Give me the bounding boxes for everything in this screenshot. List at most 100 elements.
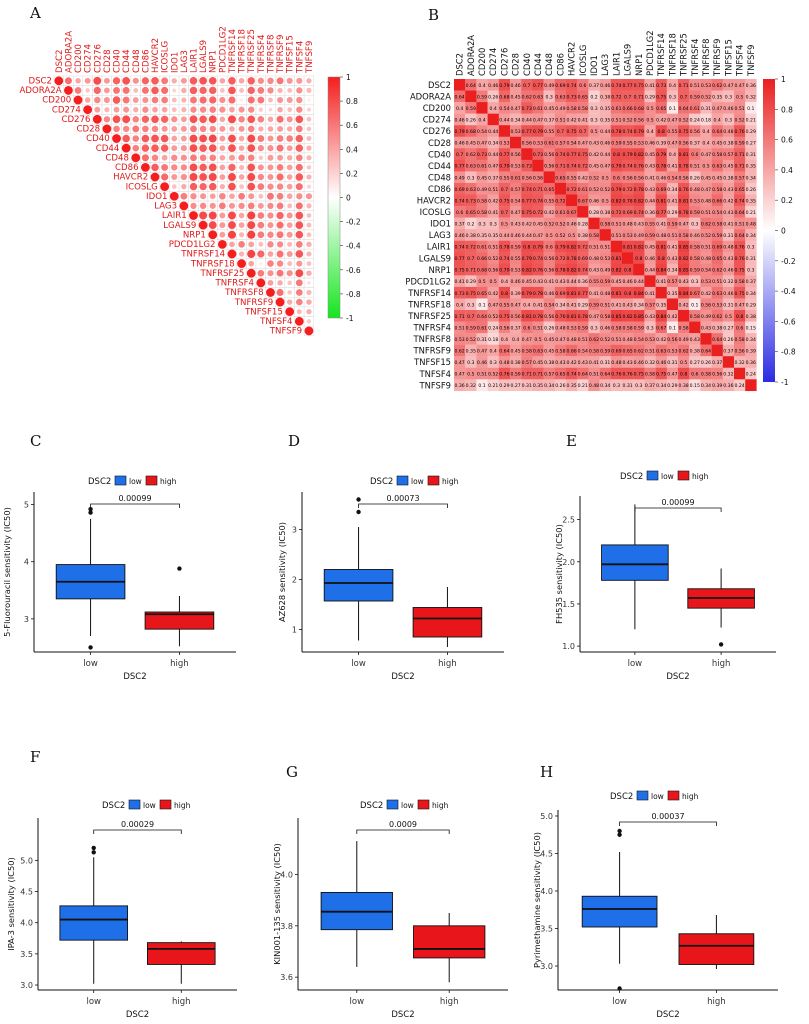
cell-value: 0.24 bbox=[690, 118, 700, 124]
corr-circle bbox=[219, 145, 226, 152]
heat-cell bbox=[722, 286, 735, 299]
row-label: LAIR1 bbox=[162, 211, 187, 221]
cell-value: 0.44 bbox=[499, 118, 509, 124]
corr-circle bbox=[306, 184, 311, 189]
heat-cell bbox=[498, 217, 511, 230]
corr-circle bbox=[190, 106, 197, 113]
cell-value: 0.36 bbox=[723, 383, 733, 389]
heat-cell bbox=[655, 333, 667, 345]
cell-value: 0.56 bbox=[667, 337, 677, 343]
cell-value: 0.55 bbox=[566, 175, 576, 181]
corr-circle bbox=[112, 77, 121, 85]
corr-circle bbox=[286, 116, 293, 123]
cell-value: 0.5 bbox=[646, 106, 653, 112]
cell-value: 0.49 bbox=[555, 106, 565, 112]
heat-cell bbox=[476, 136, 488, 149]
corr-circle bbox=[248, 106, 255, 113]
heat-cell bbox=[566, 321, 578, 334]
corr-circle bbox=[277, 87, 283, 94]
corr-circle bbox=[238, 154, 245, 162]
col-label: ICOSLG bbox=[578, 45, 588, 76]
corr-circle bbox=[228, 86, 236, 95]
corr-circle bbox=[122, 86, 130, 94]
heat-cell bbox=[599, 125, 611, 137]
cell-value: 0.62 bbox=[712, 268, 722, 274]
heat-cell bbox=[622, 344, 634, 357]
heat-cell bbox=[454, 321, 466, 334]
cell-value: 0.46 bbox=[600, 141, 610, 147]
corr-circle bbox=[208, 221, 217, 230]
corr-circle bbox=[238, 202, 245, 210]
heat-cell bbox=[734, 159, 746, 172]
heat-cell bbox=[566, 182, 578, 195]
y-tick-label: 3.0 bbox=[20, 981, 33, 990]
cell-value: 0.72 bbox=[466, 245, 476, 251]
col-label: TNFSF4 bbox=[295, 41, 305, 74]
cell-value: 0.51 bbox=[600, 302, 610, 308]
cell-value: 0.56 bbox=[678, 175, 688, 181]
corr-circle bbox=[219, 174, 226, 180]
cell-value: 0.41 bbox=[611, 302, 621, 308]
heat-cell bbox=[711, 171, 723, 184]
cell-value: 0.75 bbox=[656, 94, 666, 100]
corr-circle bbox=[306, 174, 312, 180]
heat-cell bbox=[610, 217, 623, 230]
corr-circle bbox=[171, 184, 177, 189]
corr-circle bbox=[306, 165, 312, 170]
heat-cell bbox=[510, 333, 522, 345]
row-label: TNFSF15 bbox=[413, 357, 451, 367]
cell-value: 0.44 bbox=[600, 152, 610, 158]
cell-value: 0.71 bbox=[522, 372, 532, 378]
corr-circle bbox=[190, 125, 197, 133]
corr-circle bbox=[209, 154, 217, 162]
row-label: CD40 bbox=[86, 134, 110, 144]
corr-circle bbox=[219, 164, 226, 171]
heat-cell bbox=[566, 252, 578, 264]
cell-value: 0.34 bbox=[510, 118, 520, 124]
cell-value: 0.47 bbox=[667, 141, 677, 147]
cell-value: 0.77 bbox=[566, 152, 576, 158]
cell-value: 0.48 bbox=[622, 337, 632, 343]
corr-circle bbox=[103, 116, 111, 123]
heat-cell bbox=[498, 79, 511, 91]
corr-circle bbox=[296, 260, 303, 267]
corr-circle bbox=[180, 77, 187, 84]
heat-cell bbox=[465, 217, 477, 230]
cell-value: 0.74 bbox=[533, 198, 543, 204]
corr-circle bbox=[208, 76, 217, 85]
row-label: HAVCR2 bbox=[417, 196, 451, 206]
corr-circle bbox=[161, 125, 168, 132]
heat-cell bbox=[476, 171, 488, 184]
cell-value: 0.37 bbox=[454, 221, 464, 227]
heat-cell bbox=[588, 171, 600, 184]
corr-circle bbox=[247, 96, 255, 104]
heat-cell bbox=[689, 344, 701, 357]
heat-cell bbox=[678, 90, 690, 103]
row-label: CD28 bbox=[428, 138, 451, 148]
legend-swatch-high bbox=[677, 470, 690, 481]
heat-cell bbox=[666, 367, 679, 380]
colorbar bbox=[763, 79, 775, 382]
heat-cell bbox=[454, 333, 466, 345]
heat-cell bbox=[577, 206, 589, 218]
cell-value: 0.46 bbox=[566, 221, 576, 227]
heat-cell bbox=[622, 286, 634, 299]
cell-value: 0.52 bbox=[600, 187, 610, 193]
heat-cell bbox=[655, 125, 667, 137]
heat-cell bbox=[689, 159, 701, 172]
corr-circle bbox=[141, 134, 150, 143]
cell-value: 0.24 bbox=[488, 325, 498, 331]
heat-cell bbox=[476, 159, 488, 172]
cell-value: 0.75 bbox=[466, 291, 476, 297]
heat-cell bbox=[622, 102, 634, 114]
corr-circle bbox=[121, 143, 131, 153]
legend-swatch-high bbox=[667, 790, 680, 801]
cell-value: 0.59 bbox=[510, 245, 520, 251]
corr-circle bbox=[190, 202, 197, 210]
heat-cell bbox=[454, 125, 466, 137]
cell-value: 0.42 bbox=[488, 198, 498, 204]
heat-cell bbox=[487, 310, 499, 322]
corr-circle bbox=[103, 97, 110, 104]
cell-value: 0.58 bbox=[734, 337, 744, 343]
row-label: DSC2 bbox=[28, 77, 52, 87]
